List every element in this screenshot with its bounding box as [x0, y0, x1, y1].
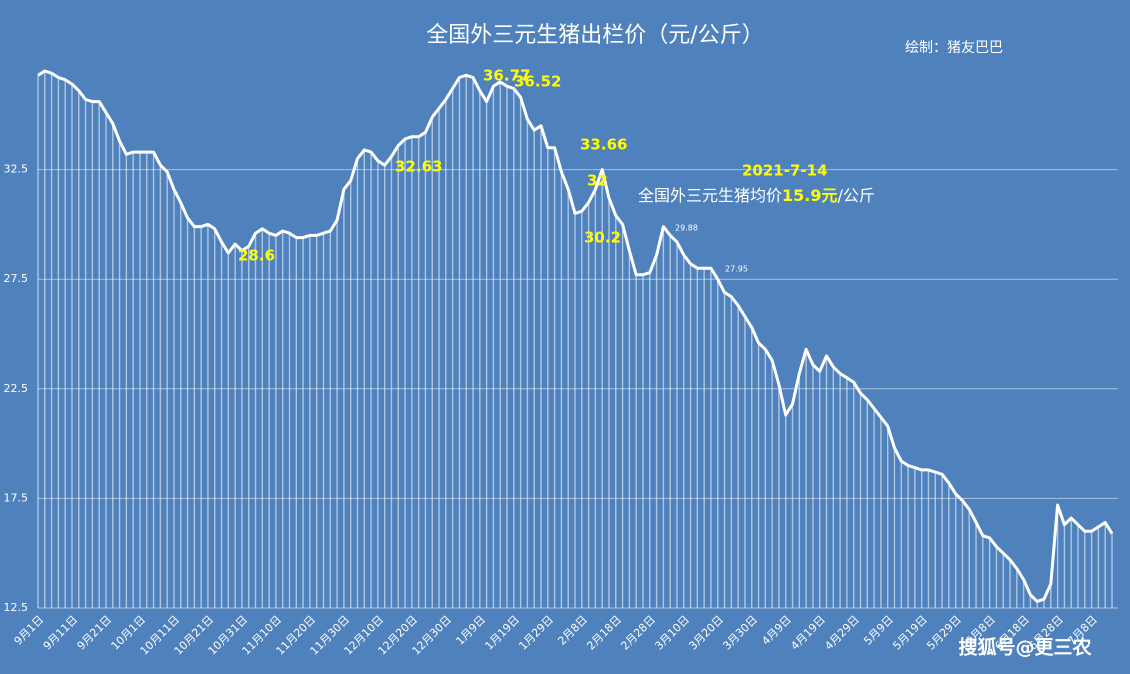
watermark: 搜狐号@更三农	[958, 636, 1091, 659]
annotation: 30.2	[584, 229, 621, 247]
annotation: 28.6	[238, 247, 275, 265]
annotation: 32.63	[395, 158, 442, 176]
y-tick-label: 32.5	[4, 163, 29, 176]
chart-title: 全国外三元生猪出栏价（元/公斤）	[426, 23, 763, 48]
y-tick-label: 17.5	[4, 491, 29, 504]
y-tick-label: 12.5	[4, 601, 29, 614]
y-tick-label: 22.5	[4, 382, 29, 395]
annotation: 29.88	[675, 224, 698, 233]
summary-value: 15.9元	[782, 186, 837, 205]
annotation: 32	[587, 172, 608, 190]
summary: 全国外三元生猪均价15.9元/公斤	[638, 186, 875, 205]
annotation: 2021-7-14	[742, 162, 828, 180]
price-line	[37, 69, 1114, 603]
summary-unit: /公斤	[838, 186, 875, 205]
credit: 绘制：猪友巴巴	[905, 40, 1003, 56]
annotation: 36.52	[514, 73, 561, 91]
annotation: 27.95	[725, 265, 748, 274]
summary-text: 全国外三元生猪均价	[638, 186, 782, 205]
y-tick-label: 27.5	[4, 272, 29, 285]
annotation: 36.77	[483, 67, 530, 85]
annotation: 33.66	[580, 136, 627, 154]
